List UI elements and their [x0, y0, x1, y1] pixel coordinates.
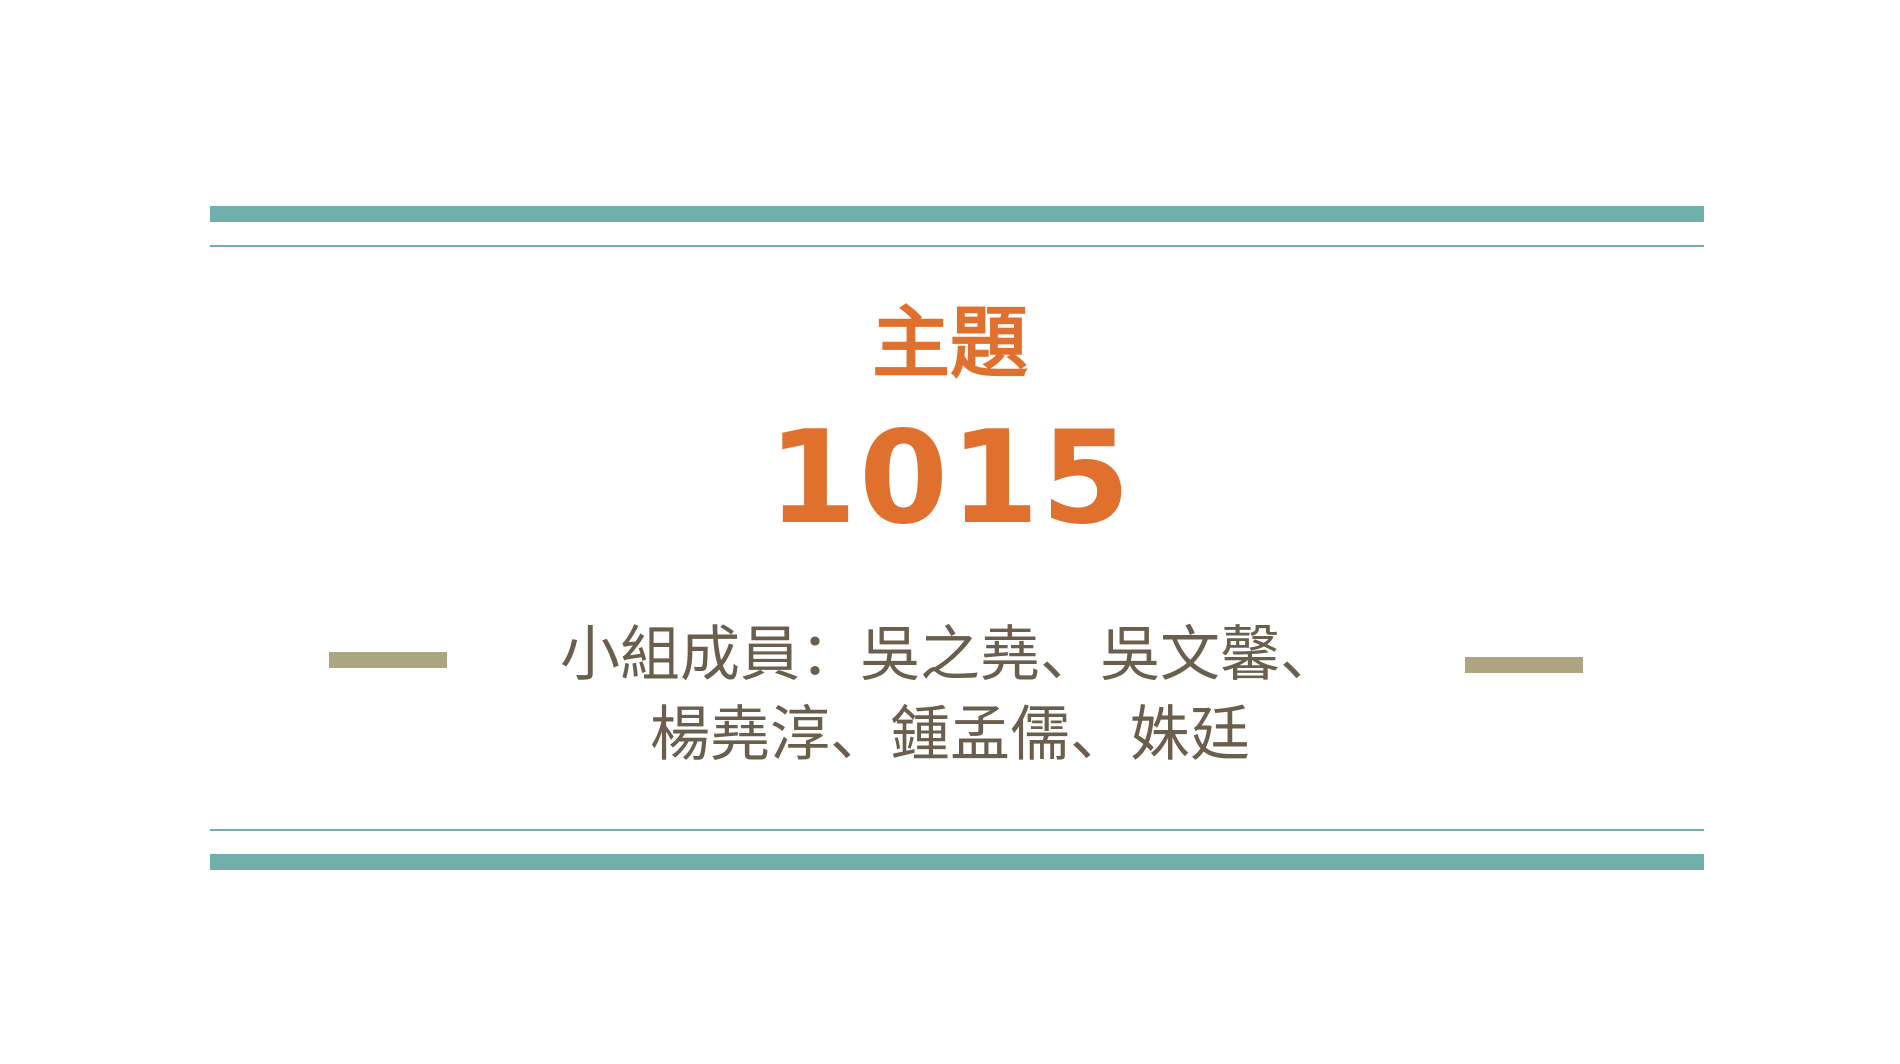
group-members: 小組成員：吳之堯、吳文馨、 楊堯淳、鍾孟儒、姝廷: [450, 615, 1450, 775]
slide-title: 主題: [871, 299, 1028, 389]
top-thin-rule: [210, 245, 1704, 247]
left-dash-decoration: [329, 652, 447, 668]
bottom-thin-rule: [210, 829, 1704, 831]
members-line-1: 小組成員：吳之堯、吳文馨、: [560, 620, 1340, 690]
right-dash-decoration: [1465, 657, 1583, 673]
members-line-2: 楊堯淳、鍾孟儒、姝廷: [650, 700, 1250, 770]
bottom-thick-rule: [210, 854, 1704, 870]
slide-title-number: 1015: [767, 404, 1133, 553]
top-thick-rule: [210, 206, 1704, 222]
